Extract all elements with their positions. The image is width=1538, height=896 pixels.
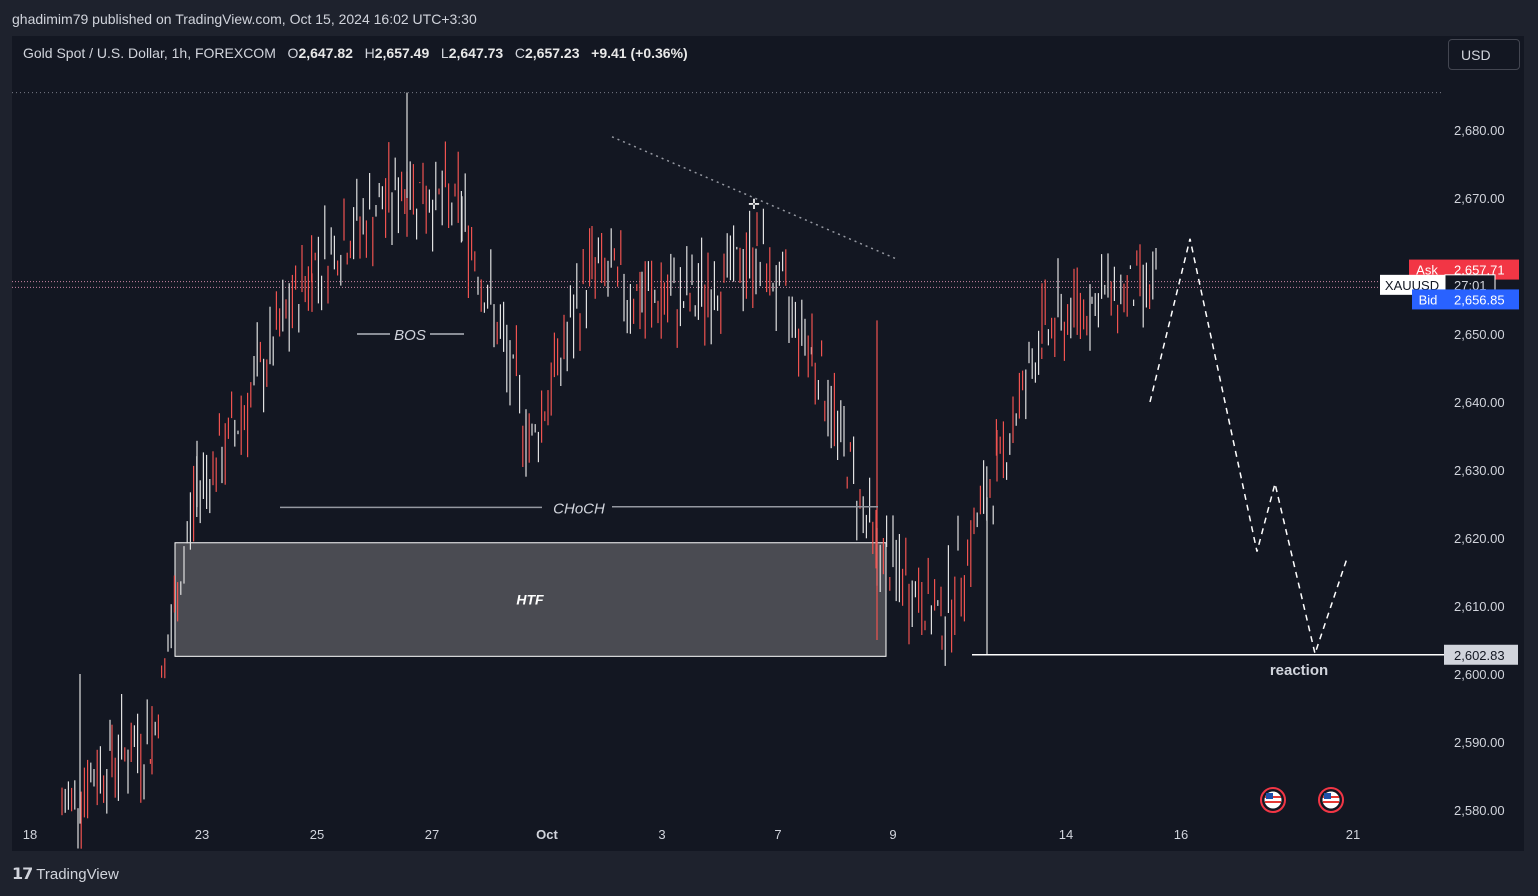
low-value: 2,647.73 (448, 45, 504, 61)
x-tick-label: 7 (774, 827, 781, 842)
htf-label: HTF (516, 592, 544, 608)
y-tick-label: 2,600.00 (1454, 667, 1505, 682)
projection-path (1149, 238, 1348, 657)
x-tick-label: 16 (1174, 827, 1188, 842)
x-tick-label: Oct (536, 827, 558, 842)
footer (0, 852, 1538, 896)
trendline-dotted (611, 136, 898, 260)
ask-tag-label-bg (1409, 259, 1445, 280)
high-label: H (364, 45, 375, 61)
currency-button[interactable]: USD (1448, 39, 1520, 70)
x-tick-label: 18 (23, 827, 37, 842)
x-tick-label: 23 (195, 827, 209, 842)
crosshair-marker: ✛ (748, 196, 760, 212)
ask-tag-value: 2,657.71 (1454, 263, 1505, 278)
change-value: +9.41 (+0.36%) (591, 45, 688, 61)
bos-label: BOS (394, 327, 426, 344)
symbol-legend: Gold Spot / U.S. Dollar, 1h, FOREXCOM O2… (23, 45, 688, 61)
y-tick-label: 2,670.00 (1454, 191, 1505, 206)
close-value: 2,657.23 (525, 45, 580, 61)
x-tick-label: 21 (1346, 827, 1360, 842)
choch-label: CHoCH (553, 500, 605, 517)
us-flag-icon[interactable] (1260, 787, 1286, 813)
ask-tag-label: Ask (1416, 263, 1438, 278)
y-tick-label: 2,610.00 (1454, 599, 1505, 614)
y-tick-label: 2,680.00 (1454, 123, 1505, 138)
level-tag: 2,602.83 (1454, 648, 1505, 663)
us-flag-icon[interactable] (1318, 787, 1344, 813)
bid-tag-label: Bid (1419, 292, 1438, 307)
low-label: L (440, 45, 449, 61)
open-value: 2,647.82 (298, 45, 353, 61)
published-line: ghadimim79 published on TradingView.com,… (12, 11, 477, 27)
countdown: 27:01 (1454, 278, 1487, 293)
reaction-label: reaction (1270, 662, 1328, 679)
y-tick-label: 2,650.00 (1454, 327, 1505, 342)
brand-name: TradingView (36, 865, 119, 883)
chart-canvas[interactable]: HTF BOS CHoCH ✛ reaction 2,580.00 2,590.00 2,60… (12, 36, 1524, 851)
y-tick-label: 2,620.00 (1454, 531, 1505, 546)
x-tick-label: 3 (658, 827, 665, 842)
tradingview-logo-icon: 𝟭𝟳 (12, 866, 33, 883)
x-tick-label: 14 (1059, 827, 1073, 842)
chart-panel[interactable]: HTF BOS CHoCH ✛ reaction 2,580.00 2,590.00 2,60… (12, 36, 1524, 851)
x-tick-label: 9 (889, 827, 896, 842)
symbol-description: Gold Spot / U.S. Dollar, 1h, FOREXCOM (23, 45, 276, 61)
bid-tag-label-bg (1412, 289, 1445, 310)
close-label: C (514, 45, 525, 61)
level-tag-bg (1444, 644, 1518, 665)
y-tick-label: 2,640.00 (1454, 395, 1505, 410)
high-value: 2,657.49 (374, 45, 430, 61)
y-tick-label: 2,580.00 (1454, 803, 1505, 818)
x-tick-label: 27 (425, 827, 439, 842)
symbol-tag: XAUUSD (1385, 278, 1439, 293)
y-tick-label: 2,590.00 (1454, 735, 1505, 750)
bid-tag-value: 2,656.85 (1454, 292, 1505, 307)
x-tick-label: 25 (310, 827, 324, 842)
header-bar: ghadimim79 published on TradingView.com,… (0, 0, 1538, 36)
open-label: O (287, 45, 299, 61)
bid-tag-value-bg (1445, 289, 1519, 310)
tradingview-logo[interactable]: 𝟭𝟳 TradingView (12, 864, 119, 884)
htf-zone (174, 542, 887, 657)
y-tick-label: 2,630.00 (1454, 463, 1505, 478)
